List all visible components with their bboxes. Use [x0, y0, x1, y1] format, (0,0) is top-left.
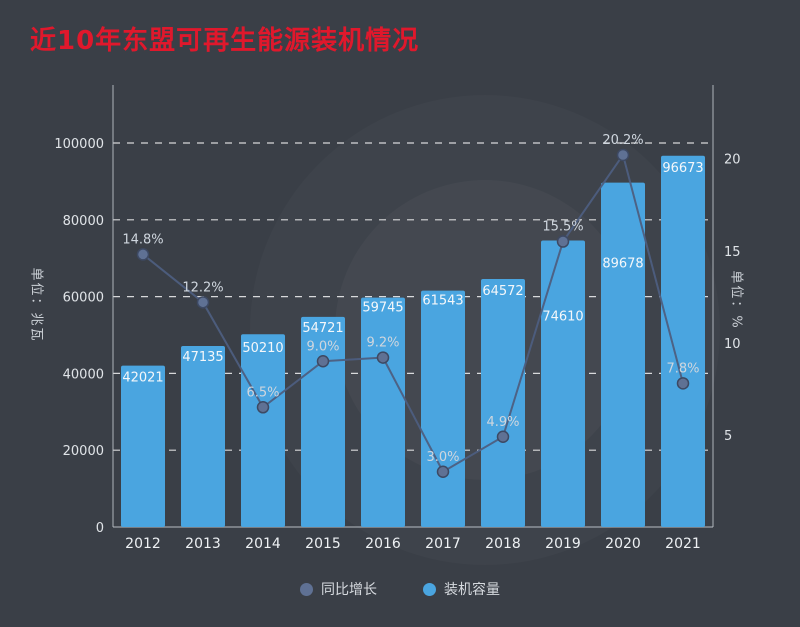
bar-2019: [541, 240, 585, 527]
bar-2021: [661, 155, 705, 527]
line-point-2021: [676, 377, 690, 390]
bar-2013: [181, 346, 225, 527]
line-point-label: 6.5%: [246, 385, 279, 400]
x-axis-tick-label: 2020: [605, 536, 641, 552]
legend-label: 装机容量: [444, 582, 500, 598]
bar-value-label: 96673: [662, 161, 703, 176]
line-point-2018: [496, 430, 510, 444]
bar-2017: [421, 290, 465, 527]
x-axis-tick-label: 2015: [305, 536, 341, 552]
line-point-2017: [436, 465, 450, 478]
x-axis-tick-label: 2013: [185, 536, 221, 552]
line-point-2012: [136, 248, 150, 261]
line-point-label: 12.2%: [182, 280, 223, 295]
bar-value-label: 74610: [542, 309, 583, 324]
line-point-label: 4.9%: [486, 415, 519, 430]
left-axis-tick-label: 40000: [63, 367, 104, 382]
x-axis-tick-label: 2016: [365, 536, 401, 552]
x-axis-tick-label: 2019: [545, 536, 581, 552]
line-point-label: 14.8%: [122, 232, 163, 247]
right-axis-tick-label: 5: [724, 429, 732, 444]
x-axis-tick-label: 2017: [425, 536, 461, 552]
x-axis-tick-label: 2012: [125, 536, 161, 552]
chart-title: 近10年东盟可再生能源装机情况: [30, 26, 420, 56]
right-axis-tick-label: 15: [724, 245, 741, 260]
line-point-label: 9.0%: [306, 339, 339, 354]
line-point-2013: [196, 296, 210, 309]
bar-2016: [361, 297, 405, 527]
line-point-2014: [256, 401, 270, 414]
line-point-label: 15.5%: [542, 220, 583, 235]
legend-dot: [300, 582, 313, 596]
x-axis-tick-label: 2021: [665, 536, 701, 552]
bar-value-label: 47135: [182, 350, 223, 365]
left-axis-tick-label: 20000: [63, 444, 104, 459]
line-point-2015: [316, 355, 330, 368]
legend-item-0[interactable]: 同比增长: [300, 579, 377, 599]
x-axis-tick-label: 2018: [485, 536, 521, 552]
line-point-2019: [556, 235, 570, 248]
bar-value-label: 50210: [242, 341, 283, 356]
left-axis-tick-label: 60000: [63, 291, 104, 306]
legend-item-1[interactable]: 装机容量: [423, 579, 500, 599]
bar-value-label: 64572: [482, 284, 523, 299]
line-point-label: 7.8%: [666, 361, 699, 376]
legend-label: 同比增长: [321, 582, 377, 598]
left-axis-tick-label: 0: [96, 521, 104, 536]
line-point-2016: [376, 351, 390, 364]
left-axis-tick-label: 100000: [54, 137, 104, 152]
line-point-label: 3.0%: [426, 450, 459, 465]
left-axis-tick-label: 80000: [63, 214, 104, 229]
line-point-label: 20.2%: [602, 133, 643, 148]
line-point-label: 9.2%: [366, 336, 399, 351]
growth-line: [142, 152, 684, 474]
right-axis-tick-label: 10: [724, 337, 741, 352]
bar-2014: [241, 334, 285, 527]
right-axis-tick-label: 20: [724, 153, 741, 168]
bar-2012: [121, 365, 165, 527]
bar-2020: [601, 182, 645, 527]
x-axis-tick-label: 2014: [245, 536, 281, 552]
bar-value-label: 59745: [362, 301, 403, 316]
bar-value-label: 61543: [422, 294, 463, 309]
legend-dot: [423, 582, 436, 596]
bar-value-label: 89678: [602, 257, 643, 272]
bar-value-label: 42021: [122, 371, 163, 386]
bar-2018: [481, 279, 525, 527]
bar-value-label: 54721: [302, 321, 343, 336]
line-point-2020: [616, 148, 630, 162]
chart-legend: 同比增长 装机容量: [0, 579, 800, 599]
